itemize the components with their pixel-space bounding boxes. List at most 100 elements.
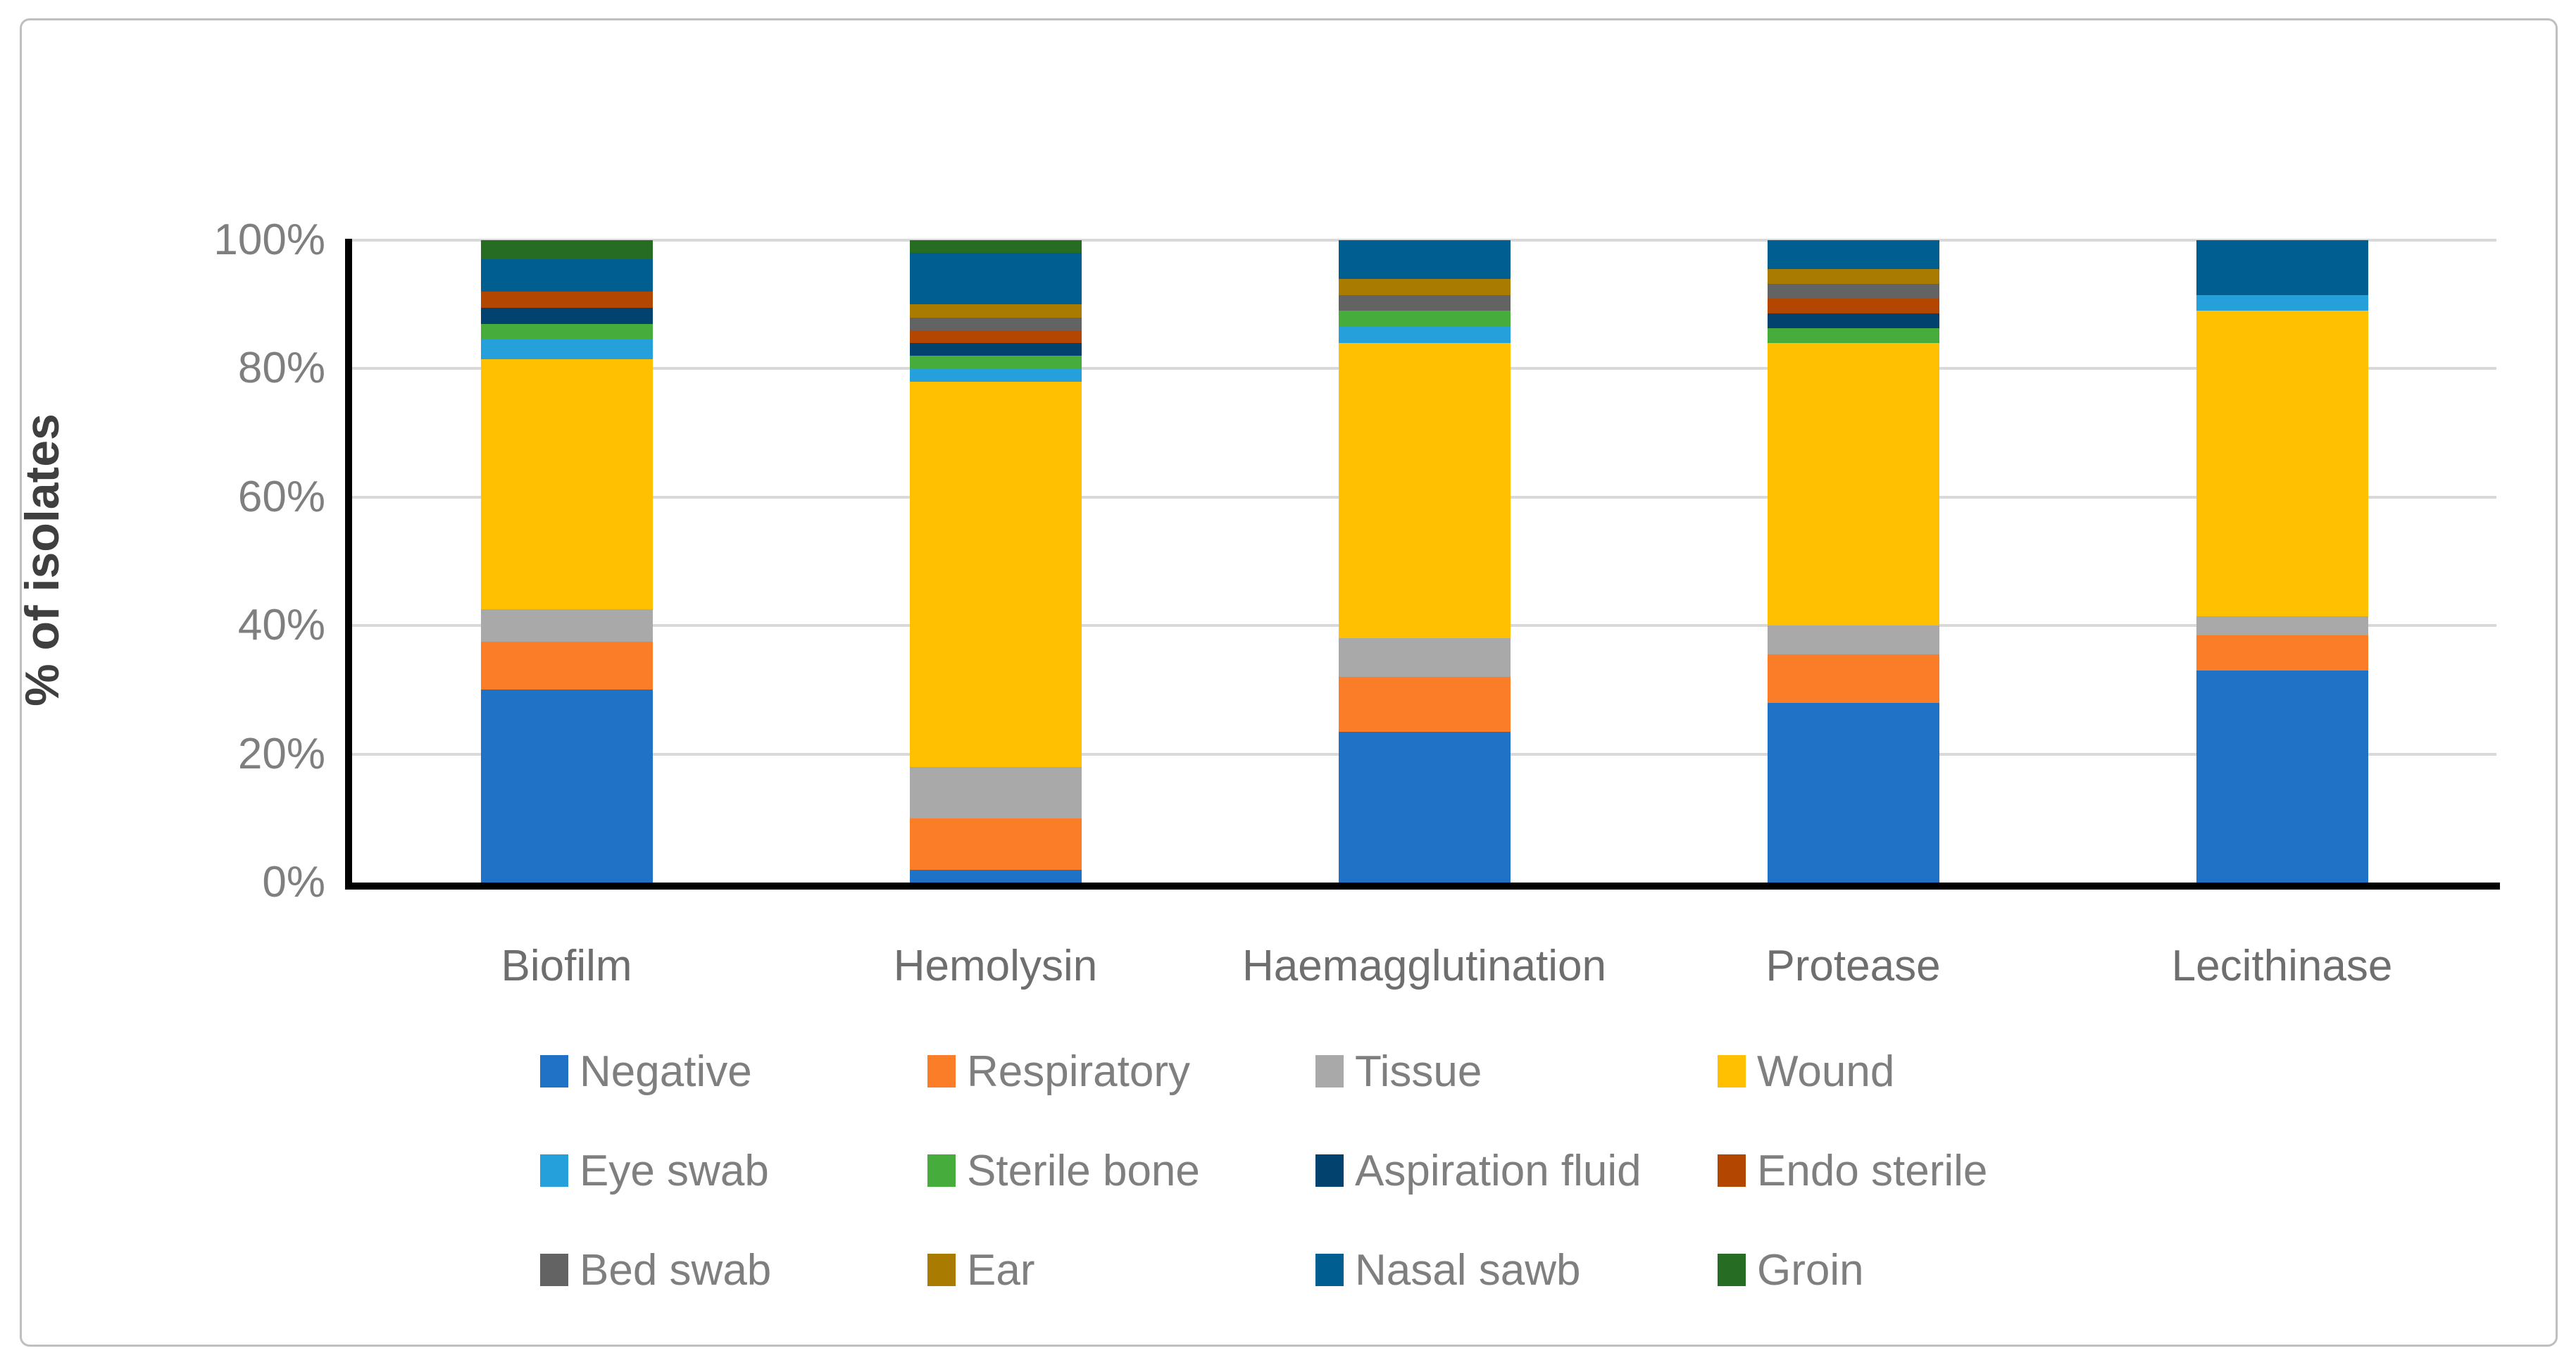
bar-segment-respiratory [1338, 677, 1511, 732]
legend-label: Sterile bone [967, 1146, 1200, 1195]
bar-segment-tissue [909, 766, 1082, 818]
bar-segment-wound [1767, 342, 1939, 626]
legend-item-wound: Wound [1718, 1046, 1894, 1097]
bar-segment-negative [1767, 702, 1939, 883]
legend-label: Eye swab [580, 1146, 769, 1195]
bar-segment-eye-swab [2196, 294, 2368, 311]
legend-label: Groin [1757, 1245, 1864, 1295]
bar-segment-aspiration-fluid [1767, 313, 1939, 328]
bar-segment-endo-sterile [480, 292, 653, 308]
bar-segment-negative [2196, 671, 2368, 883]
bar-segment-groin [480, 240, 653, 260]
bar-segment-nasal-sawb [909, 253, 1082, 305]
y-tick-label: 20% [237, 729, 325, 778]
legend-label: Respiratory [967, 1047, 1190, 1096]
legend-swatch-icon [1718, 1055, 1746, 1087]
bar-segment-tissue [1338, 638, 1511, 678]
bar-segment-eye-swab [480, 339, 653, 359]
bar-segment-respiratory [480, 642, 653, 690]
legend-item-sterile-bone: Sterile bone [927, 1145, 1200, 1196]
legend-label: Negative [580, 1047, 752, 1096]
legend-swatch-icon [1718, 1154, 1746, 1187]
legend-item-eye-swab: Eye swab [540, 1145, 769, 1196]
bar-segment-endo-sterile [909, 330, 1082, 343]
y-tick-label: 40% [237, 601, 325, 650]
bar-segment-nasal-sawb [1767, 240, 1939, 270]
y-axis-title: % of isolates [15, 413, 69, 706]
legend-swatch-icon [540, 1254, 568, 1286]
legend-label: Ear [967, 1245, 1035, 1295]
bar-segment-ear [1767, 269, 1939, 285]
bar-protease [1767, 240, 1939, 883]
bar-segment-sterile-bone [909, 356, 1082, 369]
bar-segment-bed-swab [1767, 284, 1939, 299]
bar-segment-nasal-sawb [1338, 240, 1511, 279]
legend-item-endo-sterile: Endo sterile [1718, 1145, 1987, 1196]
bar-lecithinase [2196, 240, 2368, 883]
legend-swatch-icon [1315, 1055, 1344, 1087]
legend-swatch-icon [1718, 1254, 1746, 1286]
legend-swatch-icon [1315, 1154, 1344, 1187]
bar-segment-nasal-sawb [2196, 240, 2368, 295]
legend-swatch-icon [540, 1154, 568, 1187]
bar-segment-respiratory [1767, 654, 1939, 703]
bar-segment-respiratory [909, 818, 1082, 870]
legend-label: Endo sterile [1757, 1146, 1988, 1195]
bar-segment-tissue [480, 609, 653, 642]
bar-segment-groin [909, 240, 1082, 254]
legend-label: Aspiration fluid [1355, 1146, 1642, 1195]
legend-item-negative: Negative [540, 1046, 752, 1097]
bar-segment-negative [909, 869, 1082, 883]
x-category-label: Haemagglutination [1242, 942, 1606, 990]
bar-segment-ear [1338, 278, 1511, 295]
legend-label: Wound [1757, 1047, 1895, 1096]
legend-label: Tissue [1355, 1047, 1482, 1096]
bar-haemagglutination [1338, 240, 1511, 883]
bar-segment-sterile-bone [480, 323, 653, 340]
legend-swatch-icon [540, 1055, 568, 1087]
legend-swatch-icon [1315, 1254, 1344, 1286]
bar-segment-wound [480, 359, 653, 610]
y-tick-label: 0% [262, 858, 325, 906]
y-tick-label: 100% [213, 216, 325, 264]
y-axis-line [345, 239, 352, 890]
bar-segment-nasal-sawb [480, 259, 653, 292]
bar-segment-wound [909, 381, 1082, 767]
x-category-label: Biofilm [501, 942, 632, 990]
x-category-label: Lecithinase [2171, 942, 2393, 990]
legend-swatch-icon [927, 1154, 956, 1187]
bar-segment-endo-sterile [1767, 299, 1939, 314]
legend-item-groin: Groin [1718, 1245, 1864, 1295]
legend-swatch-icon [927, 1254, 956, 1286]
bar-segment-bed-swab [909, 317, 1082, 330]
gridline-100 [352, 239, 2496, 242]
legend-item-bed-swab: Bed swab [540, 1245, 771, 1295]
bar-segment-respiratory [2196, 635, 2368, 671]
y-tick-label: 80% [237, 344, 325, 393]
bar-segment-wound [1338, 342, 1511, 639]
legend-swatch-icon [927, 1055, 956, 1087]
bar-segment-wound [2196, 311, 2368, 616]
bar-segment-sterile-bone [1767, 328, 1939, 343]
x-category-label: Protease [1765, 942, 1941, 990]
legend-item-respiratory: Respiratory [927, 1046, 1190, 1097]
bar-segment-sterile-bone [1338, 311, 1511, 328]
y-tick-label: 60% [237, 472, 325, 521]
x-category-label: Hemolysin [893, 942, 1098, 990]
plot-area [345, 239, 2500, 890]
bar-segment-eye-swab [1338, 327, 1511, 343]
bar-segment-tissue [2196, 616, 2368, 635]
legend-item-ear: Ear [927, 1245, 1034, 1295]
legend-label: Bed swab [580, 1245, 772, 1295]
bar-segment-aspiration-fluid [909, 342, 1082, 356]
legend-item-aspiration-fluid: Aspiration fluid [1315, 1145, 1642, 1196]
legend-label: Nasal sawb [1355, 1245, 1581, 1295]
legend-item-tissue: Tissue [1315, 1046, 1482, 1097]
bar-hemolysin [909, 240, 1082, 883]
bar-segment-aspiration-fluid [480, 307, 653, 324]
x-axis-line [345, 883, 2500, 890]
bar-segment-negative [1338, 731, 1511, 883]
legend-item-nasal-sawb: Nasal sawb [1315, 1245, 1580, 1295]
bar-segment-negative [480, 690, 653, 883]
bar-segment-tissue [1767, 625, 1939, 655]
